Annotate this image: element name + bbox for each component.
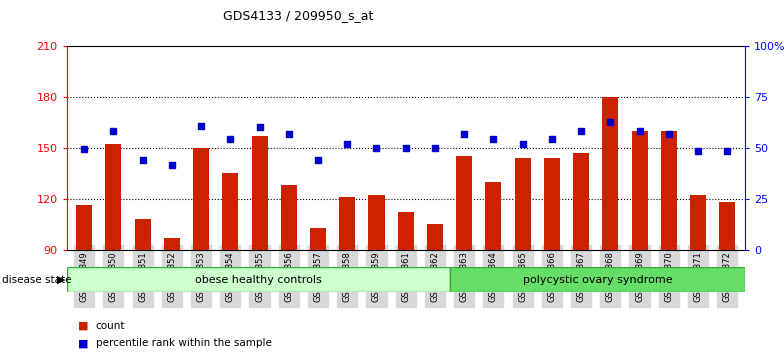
Bar [164,238,180,250]
Bar [67,267,450,292]
Bar [573,153,589,250]
Point [282,131,295,137]
Point [429,145,441,151]
Point [633,128,646,134]
Bar [135,219,151,250]
Text: ▶: ▶ [57,275,66,285]
Point [458,131,470,137]
Point [370,145,383,151]
Point [487,137,499,142]
Bar [632,131,648,250]
Point [165,162,178,167]
Bar [514,158,531,250]
Bar [193,148,209,250]
Point [721,148,734,154]
Point [107,128,120,134]
Bar [223,173,238,250]
Text: ■: ■ [78,338,89,348]
Point [517,142,529,147]
Point [399,145,412,151]
Text: ■: ■ [78,321,89,331]
Bar [105,144,122,250]
Text: count: count [96,321,125,331]
Text: GDS4133 / 209950_s_at: GDS4133 / 209950_s_at [223,9,373,22]
Bar [456,156,472,250]
Point [691,148,704,154]
Bar [450,267,745,292]
Bar [252,136,267,250]
Text: disease state: disease state [2,275,72,285]
Bar [544,158,560,250]
Bar [690,195,706,250]
Bar [368,195,384,250]
Point [546,137,558,142]
Bar [427,224,443,250]
Bar [602,97,619,250]
Bar [310,228,326,250]
Point [78,147,90,152]
Point [136,157,149,162]
Bar [76,205,93,250]
Point [312,157,325,162]
Text: polycystic ovary syndrome: polycystic ovary syndrome [523,275,672,285]
Point [253,125,266,130]
Bar [281,185,297,250]
Bar [485,182,502,250]
Point [662,131,675,137]
Point [224,137,237,142]
Bar [339,197,355,250]
Bar [397,212,414,250]
Point [575,128,587,134]
Point [341,142,354,147]
Text: percentile rank within the sample: percentile rank within the sample [96,338,271,348]
Bar [661,131,677,250]
Bar [719,202,735,250]
Point [195,123,208,129]
Text: obese healthy controls: obese healthy controls [195,275,321,285]
Point [604,120,616,125]
